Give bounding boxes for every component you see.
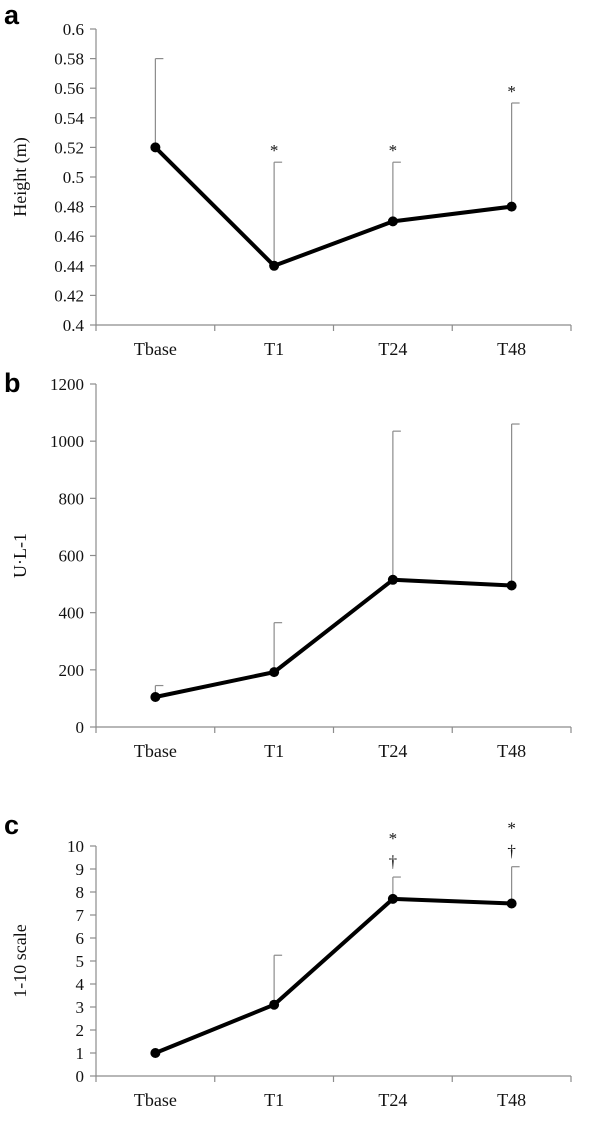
significance-annotation: * bbox=[507, 819, 516, 838]
x-tick-label: T24 bbox=[378, 339, 407, 359]
series-line bbox=[154, 577, 512, 699]
dagger-annotation: † bbox=[389, 852, 398, 871]
y-tick-label: 0.42 bbox=[54, 286, 84, 305]
y-tick-label: 0 bbox=[76, 718, 85, 737]
y-tick-label: 0.52 bbox=[54, 138, 84, 157]
y-tick-label: 5 bbox=[76, 952, 85, 971]
data-point bbox=[150, 691, 161, 702]
y-tick-label: 800 bbox=[59, 489, 85, 508]
data-point bbox=[387, 216, 398, 227]
y-tick-label: 0.6 bbox=[63, 20, 84, 39]
panel-label: a bbox=[4, 0, 20, 30]
x-tick-label: Tbase bbox=[134, 1090, 177, 1110]
y-tick-label: 0 bbox=[76, 1067, 85, 1086]
y-tick-label: 3 bbox=[76, 998, 85, 1017]
y-tick-label: 400 bbox=[59, 604, 85, 623]
data-point bbox=[506, 898, 517, 909]
data-point bbox=[150, 142, 161, 153]
y-axis-title: U·L-1 bbox=[10, 533, 30, 578]
x-tick-label: Tbase bbox=[134, 741, 177, 761]
data-point bbox=[269, 260, 280, 271]
series-line bbox=[154, 896, 512, 1055]
data-point bbox=[387, 574, 398, 585]
y-tick-label: 0.44 bbox=[54, 257, 84, 276]
y-axis-title: 1-10 scale bbox=[10, 924, 30, 997]
x-tick-label: T24 bbox=[378, 1090, 407, 1110]
y-axis-title: Height (m) bbox=[10, 137, 31, 216]
x-tick-label: T48 bbox=[497, 1090, 526, 1110]
y-tick-label: 0.58 bbox=[54, 50, 84, 69]
y-tick-label: 0.56 bbox=[54, 79, 84, 98]
x-tick-label: T1 bbox=[264, 741, 284, 761]
significance-annotation: * bbox=[507, 82, 516, 101]
y-tick-label: 2 bbox=[76, 1021, 85, 1040]
y-tick-label: 600 bbox=[59, 547, 85, 566]
significance-annotation: * bbox=[270, 141, 279, 160]
y-tick-label: 4 bbox=[76, 975, 85, 994]
y-tick-label: 8 bbox=[76, 883, 85, 902]
y-tick-label: 1 bbox=[76, 1044, 85, 1063]
chart-panel-b: b 0 200 400 600 800 1000 1200 Tbase T1 T24 T48 U·L-1 bbox=[4, 368, 572, 761]
panel-label: b bbox=[4, 368, 21, 398]
data-point bbox=[506, 201, 517, 212]
series-line bbox=[153, 145, 512, 268]
data-point bbox=[269, 999, 280, 1010]
x-tick-label: T48 bbox=[497, 741, 526, 761]
data-point bbox=[506, 580, 517, 591]
y-tick-label: 0.5 bbox=[63, 168, 84, 187]
panel-label: c bbox=[4, 810, 19, 840]
y-tick-label: 1200 bbox=[50, 375, 84, 394]
y-tick-label: 0.46 bbox=[54, 227, 84, 246]
data-point bbox=[387, 893, 398, 904]
x-tick-label: T48 bbox=[497, 339, 526, 359]
y-tick-label: 0.4 bbox=[63, 316, 85, 335]
y-tick-label: 1000 bbox=[50, 432, 84, 451]
y-tick-label: 6 bbox=[76, 929, 85, 948]
dagger-annotation: † bbox=[507, 842, 516, 861]
chart-panel-c: c 0 1 2 3 4 5 6 7 8 9 10 Tbase T1 T24 T48 1-10 scale † * † * bbox=[4, 810, 572, 1110]
x-tick-label: Tbase bbox=[134, 339, 177, 359]
x-tick-label: T1 bbox=[264, 1090, 284, 1110]
chart-panel-a: a 0.4 0.42 0.44 0.46 0.48 0.5 0.52 0.54 0.56 0.58 0… bbox=[4, 0, 572, 359]
x-tick-label: T24 bbox=[378, 741, 407, 761]
y-tick-label: 0.48 bbox=[54, 198, 84, 217]
y-tick-label: 7 bbox=[76, 906, 85, 925]
significance-annotation: * bbox=[389, 141, 398, 160]
y-tick-label: 0.54 bbox=[54, 109, 84, 128]
data-point bbox=[269, 667, 280, 678]
y-tick-label: 200 bbox=[59, 661, 85, 680]
data-point bbox=[150, 1048, 161, 1058]
x-tick-label: T1 bbox=[264, 339, 284, 359]
y-tick-label: 10 bbox=[67, 837, 84, 856]
significance-annotation: * bbox=[389, 829, 398, 848]
y-tick-label: 9 bbox=[76, 860, 85, 879]
